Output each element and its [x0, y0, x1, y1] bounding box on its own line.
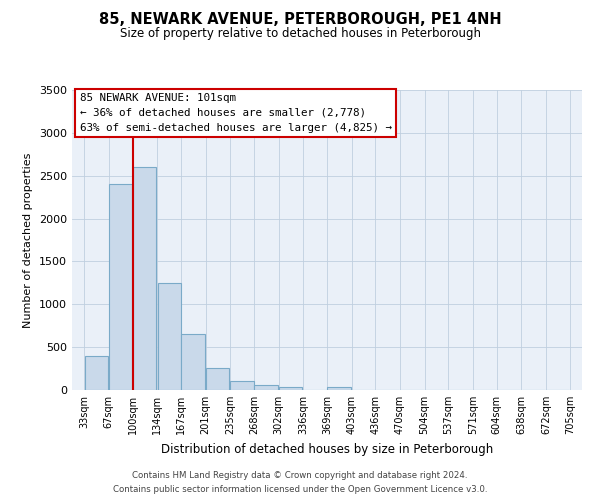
Text: Contains public sector information licensed under the Open Government Licence v3: Contains public sector information licen… [113, 484, 487, 494]
Bar [158, 283, 181, 390]
Bar [254, 386, 278, 390]
Text: Contains HM Land Registry data © Crown copyright and database right 2024.: Contains HM Land Registry data © Crown c… [132, 472, 468, 480]
Bar [279, 386, 302, 390]
Text: Size of property relative to detached houses in Peterborough: Size of property relative to detached ho… [119, 28, 481, 40]
Bar [85, 356, 108, 390]
Bar [181, 334, 205, 390]
Bar [230, 380, 254, 390]
Y-axis label: Number of detached properties: Number of detached properties [23, 152, 34, 328]
Text: 85, NEWARK AVENUE, PETERBOROUGH, PE1 4NH: 85, NEWARK AVENUE, PETERBOROUGH, PE1 4NH [98, 12, 502, 28]
X-axis label: Distribution of detached houses by size in Peterborough: Distribution of detached houses by size … [161, 442, 493, 456]
Bar [109, 184, 133, 390]
Text: 85 NEWARK AVENUE: 101sqm
← 36% of detached houses are smaller (2,778)
63% of sem: 85 NEWARK AVENUE: 101sqm ← 36% of detach… [80, 93, 392, 132]
Bar [206, 368, 229, 390]
Bar [327, 386, 350, 390]
Bar [133, 167, 156, 390]
